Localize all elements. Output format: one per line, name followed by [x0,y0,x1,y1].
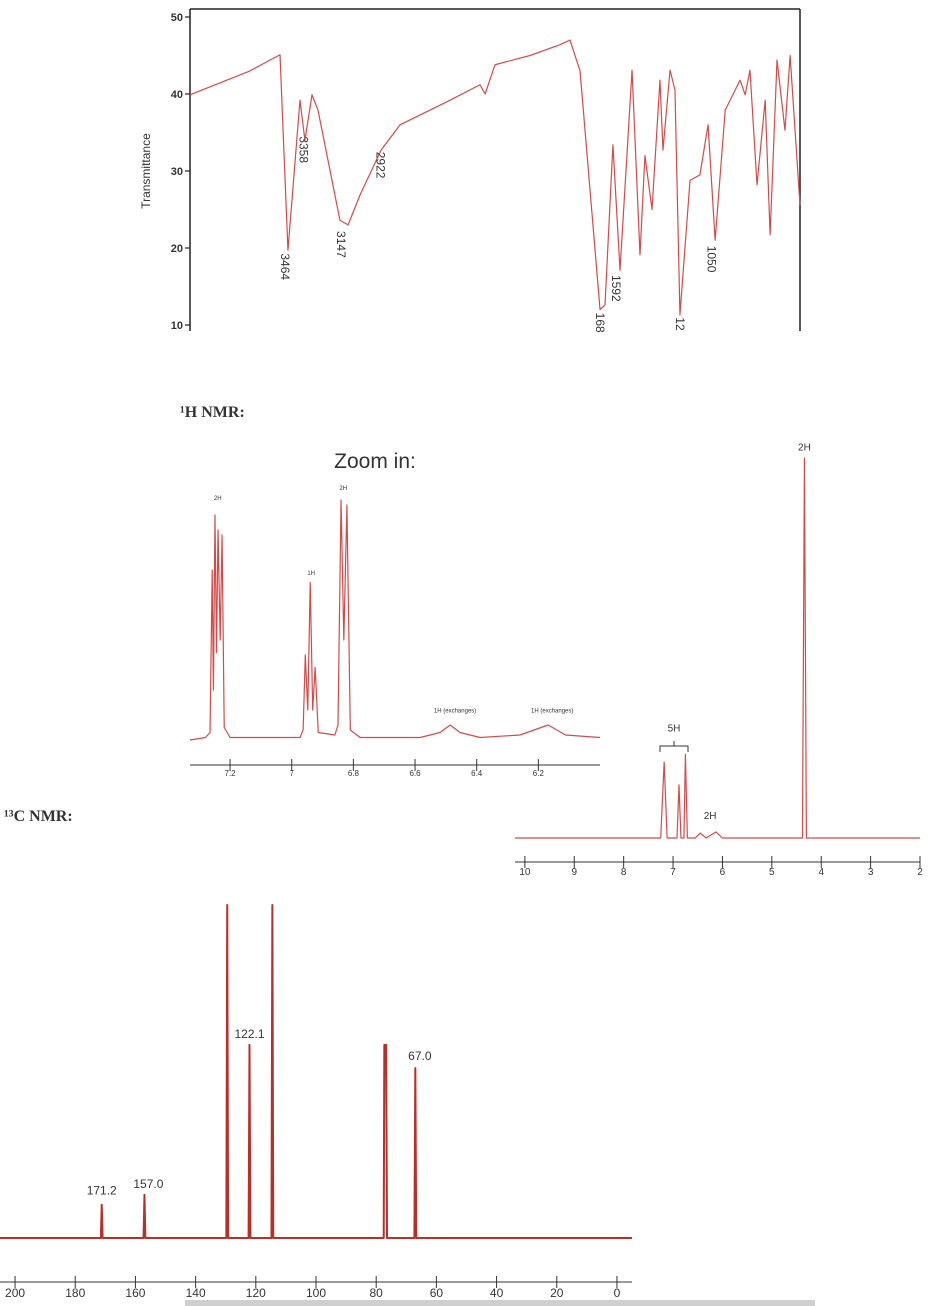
x-tick-label: 6.2 [533,769,545,778]
x-tick-label: 3 [868,867,874,878]
peak-label: 171.2 [87,1184,117,1198]
x-tick-label: 60 [430,1286,444,1300]
peak-label: 3358 [297,136,311,163]
x-tick-label: 80 [370,1286,384,1300]
peak-label: 1050 [705,246,719,273]
spectrum-line [0,904,632,1239]
chart-title: ¹³C NMR: [4,808,73,825]
x-tick-label: 120 [246,1286,266,1300]
peak-label: 157.0 [133,1177,163,1191]
chart-title: Zoom in: [334,450,416,473]
x-tick-label: 9 [571,867,577,878]
x-tick-label: 6 [720,867,726,878]
x-tick-label: 7.2 [225,769,237,778]
x-tick-label: 160 [125,1286,145,1300]
x-tick-label: 6.6 [409,769,421,778]
spectrum-line [189,39,801,316]
peak-label: 2H [704,811,717,822]
peak-label: 5H [668,724,681,735]
x-tick-label: 40 [490,1286,504,1300]
peak-label: 67.0 [408,1049,432,1063]
peak-label: 12 [673,317,687,331]
x-tick-label: 180 [65,1286,85,1300]
bracket [659,741,689,752]
x-tick-label: 6.8 [348,769,360,778]
peak-label: 2H [214,496,222,502]
peak-label: 122.1 [234,1027,264,1041]
x-tick-label: 8 [621,867,627,878]
x-tick-label: 7 [290,769,295,778]
y-axis-label: Transmittance [139,133,153,209]
peak-label: 1592 [609,275,623,302]
y-tick-label: 10 [171,320,183,332]
peak-label: 1H [307,571,315,577]
peak-label: 1H (exchanges) [531,709,573,715]
x-tick-label: 4 [818,867,824,878]
x-tick-label: 10 [519,867,531,878]
x-tick-label: 0 [614,1286,621,1300]
chart-title: ¹H NMR: [180,404,245,421]
peak-label: 2922 [374,152,388,179]
y-tick-label: 40 [171,89,183,101]
x-tick-label: 20 [550,1286,564,1300]
scroll-bar [185,1300,815,1306]
peak-label: 3147 [334,231,348,258]
peak-label: 2H [798,442,811,453]
peak-label: 1H (exchanges) [434,709,476,715]
x-tick-label: 2 [917,867,923,878]
x-tick-label: 140 [186,1286,206,1300]
x-tick-label: 100 [306,1286,326,1300]
x-tick-label: 200 [5,1286,25,1300]
y-tick-label: 20 [171,243,183,255]
y-tick-label: 50 [171,12,183,24]
spectrum-line [189,499,601,741]
peak-label: 3464 [278,253,292,280]
spectrum-line [515,457,920,839]
x-tick-label: 5 [769,867,775,878]
peak-label: 2H [339,486,347,492]
x-tick-label: 7 [670,867,676,878]
peak-label: 168 [593,313,607,333]
y-tick-label: 30 [171,166,183,178]
x-tick-label: 6.4 [471,769,483,778]
